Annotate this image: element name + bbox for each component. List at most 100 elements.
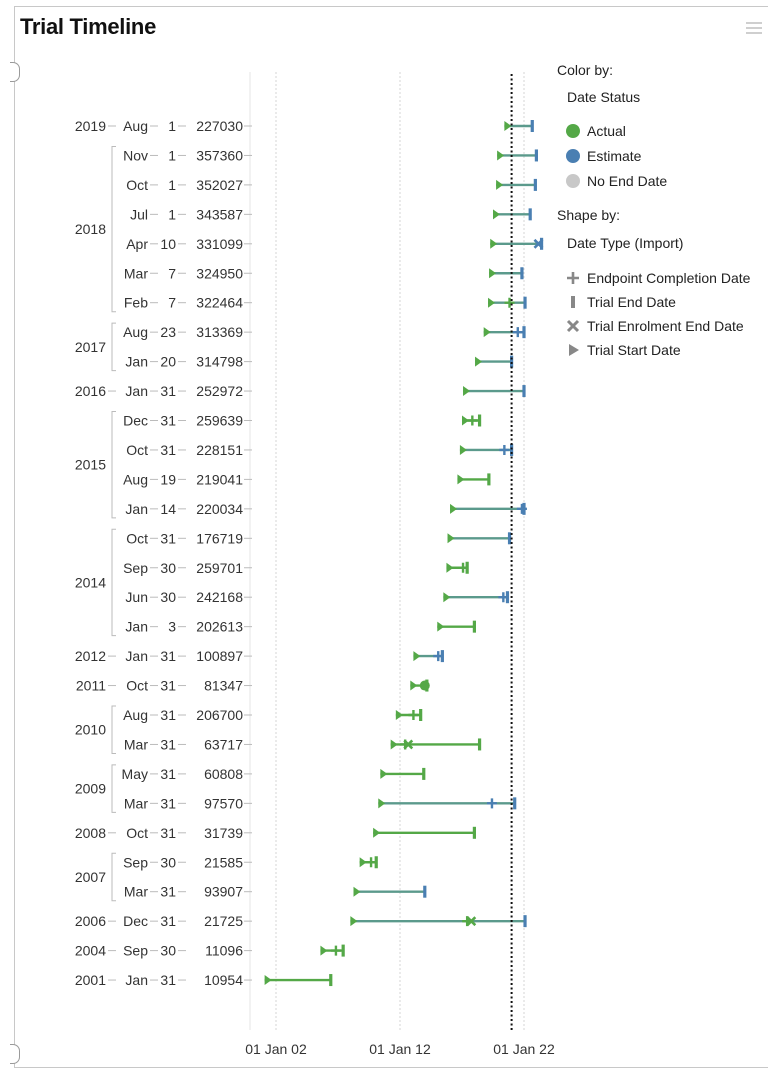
row-id-label: 10954 — [204, 972, 243, 988]
legend-shape-item[interactable]: Trial End Date — [565, 294, 676, 310]
end-marker — [522, 326, 526, 339]
legend-color-field: Date Status — [567, 89, 641, 105]
end-marker — [510, 443, 514, 456]
row-day-label: 1 — [168, 177, 176, 193]
row-id-label: 100897 — [196, 648, 243, 664]
chart-frame — [14, 6, 768, 1068]
endpoint-marker — [408, 710, 419, 720]
start-marker — [390, 739, 398, 750]
x-tick-label: 01 Jan 02 — [245, 1041, 307, 1057]
row-day-label: 30 — [160, 943, 176, 959]
row-id-label: 11096 — [205, 943, 243, 959]
legend-color-label: Estimate — [587, 148, 642, 164]
row-month-label: Mar — [124, 795, 148, 811]
start-marker — [380, 768, 388, 779]
row-id-label: 242168 — [196, 589, 243, 605]
end-marker — [423, 885, 427, 898]
row-id-label: 219041 — [196, 471, 243, 487]
start-marker — [489, 268, 497, 279]
end-marker — [472, 826, 476, 839]
end-marker — [533, 178, 537, 191]
row-month-label: May — [122, 766, 148, 782]
endpoint-marker — [433, 651, 444, 662]
start-marker — [459, 444, 467, 455]
year-bracket — [111, 322, 116, 372]
end-marker — [422, 767, 426, 780]
resize-handle-top[interactable] — [10, 62, 20, 82]
row-year-label: 2007 — [75, 869, 106, 885]
row-day-label: 23 — [160, 324, 176, 340]
start-marker — [483, 327, 491, 338]
row-month-label: Oct — [126, 177, 148, 193]
row-day-label: 3 — [168, 619, 176, 635]
start-marker — [410, 680, 418, 691]
row-month-label: Aug — [123, 324, 148, 340]
row-id-label: 227030 — [196, 118, 243, 134]
endpoint-marker — [512, 327, 523, 338]
row-year-label: 2010 — [75, 722, 106, 738]
start-marker — [463, 386, 471, 397]
row-month-label: Sep — [123, 943, 148, 959]
row-month-label: Oct — [126, 530, 148, 546]
end-marker — [539, 237, 544, 250]
start-marker — [488, 297, 496, 308]
start-marker — [461, 415, 469, 426]
end-marker — [507, 532, 512, 545]
endpoint-marker — [504, 297, 515, 308]
endpoint-marker — [516, 503, 527, 514]
row-month-label: Sep — [123, 854, 148, 870]
legend-color-item[interactable]: No End Date — [565, 173, 667, 189]
endpoint-marker — [499, 444, 510, 455]
resize-handle-bottom[interactable] — [10, 1044, 20, 1064]
end-marker — [341, 944, 345, 957]
end-marker — [510, 355, 514, 368]
legend-color-item[interactable]: Actual — [565, 123, 626, 139]
row-month-label: Jan — [125, 383, 148, 399]
legend-color-item[interactable]: Estimate — [565, 148, 641, 164]
legend-shape-item[interactable]: Endpoint Completion Date — [565, 270, 750, 286]
end-marker — [477, 738, 482, 751]
triangle-icon — [569, 344, 579, 356]
endpoint-marker — [458, 562, 469, 573]
row-month-label: Oct — [126, 442, 148, 458]
end-marker — [523, 915, 527, 928]
row-year-label: 2008 — [75, 825, 106, 841]
row-year-label: 2015 — [75, 457, 106, 473]
menu-icon[interactable] — [746, 22, 762, 36]
dot-marker — [419, 680, 430, 691]
legend-shape-item[interactable]: Trial Start Date — [565, 342, 681, 358]
legend-color-label: Actual — [587, 123, 626, 139]
row-day-label: 31 — [160, 972, 176, 988]
legend-shape-title: Shape by: — [557, 207, 621, 223]
row-id-label: 93907 — [204, 884, 243, 900]
row-year-label: 2006 — [75, 913, 106, 929]
endpoint-marker — [498, 592, 509, 603]
row-day-label: 20 — [160, 354, 176, 370]
row-month-label: Nov — [123, 147, 148, 163]
row-id-label: 60808 — [204, 766, 243, 782]
circle-icon — [566, 124, 580, 138]
row-day-label: 30 — [160, 854, 176, 870]
row-year-label: 2009 — [75, 781, 106, 797]
circle-icon — [566, 174, 580, 188]
row-id-label: 81347 — [204, 678, 243, 694]
legend-shape-label: Trial Start Date — [587, 342, 681, 358]
row-year-label: 2016 — [75, 383, 106, 399]
row-year-label: 2011 — [76, 678, 106, 694]
end-marker — [477, 414, 482, 427]
row-day-label: 31 — [160, 442, 176, 458]
row-year-label: 2001 — [75, 972, 106, 988]
row-month-label: Oct — [126, 678, 148, 694]
page-title: Trial Timeline — [20, 14, 157, 39]
row-day-label: 7 — [168, 265, 176, 281]
legend-shape-item[interactable]: Trial Enrolment End Date — [565, 318, 744, 334]
legend-color-label: No End Date — [587, 173, 668, 189]
start-marker — [320, 945, 328, 956]
row-day-label: 1 — [168, 206, 176, 222]
year-bracket — [111, 852, 116, 902]
year-bracket — [111, 145, 116, 313]
row-day-label: 31 — [160, 648, 176, 664]
row-month-label: Jan — [125, 501, 148, 517]
row-id-label: 21585 — [204, 854, 243, 870]
